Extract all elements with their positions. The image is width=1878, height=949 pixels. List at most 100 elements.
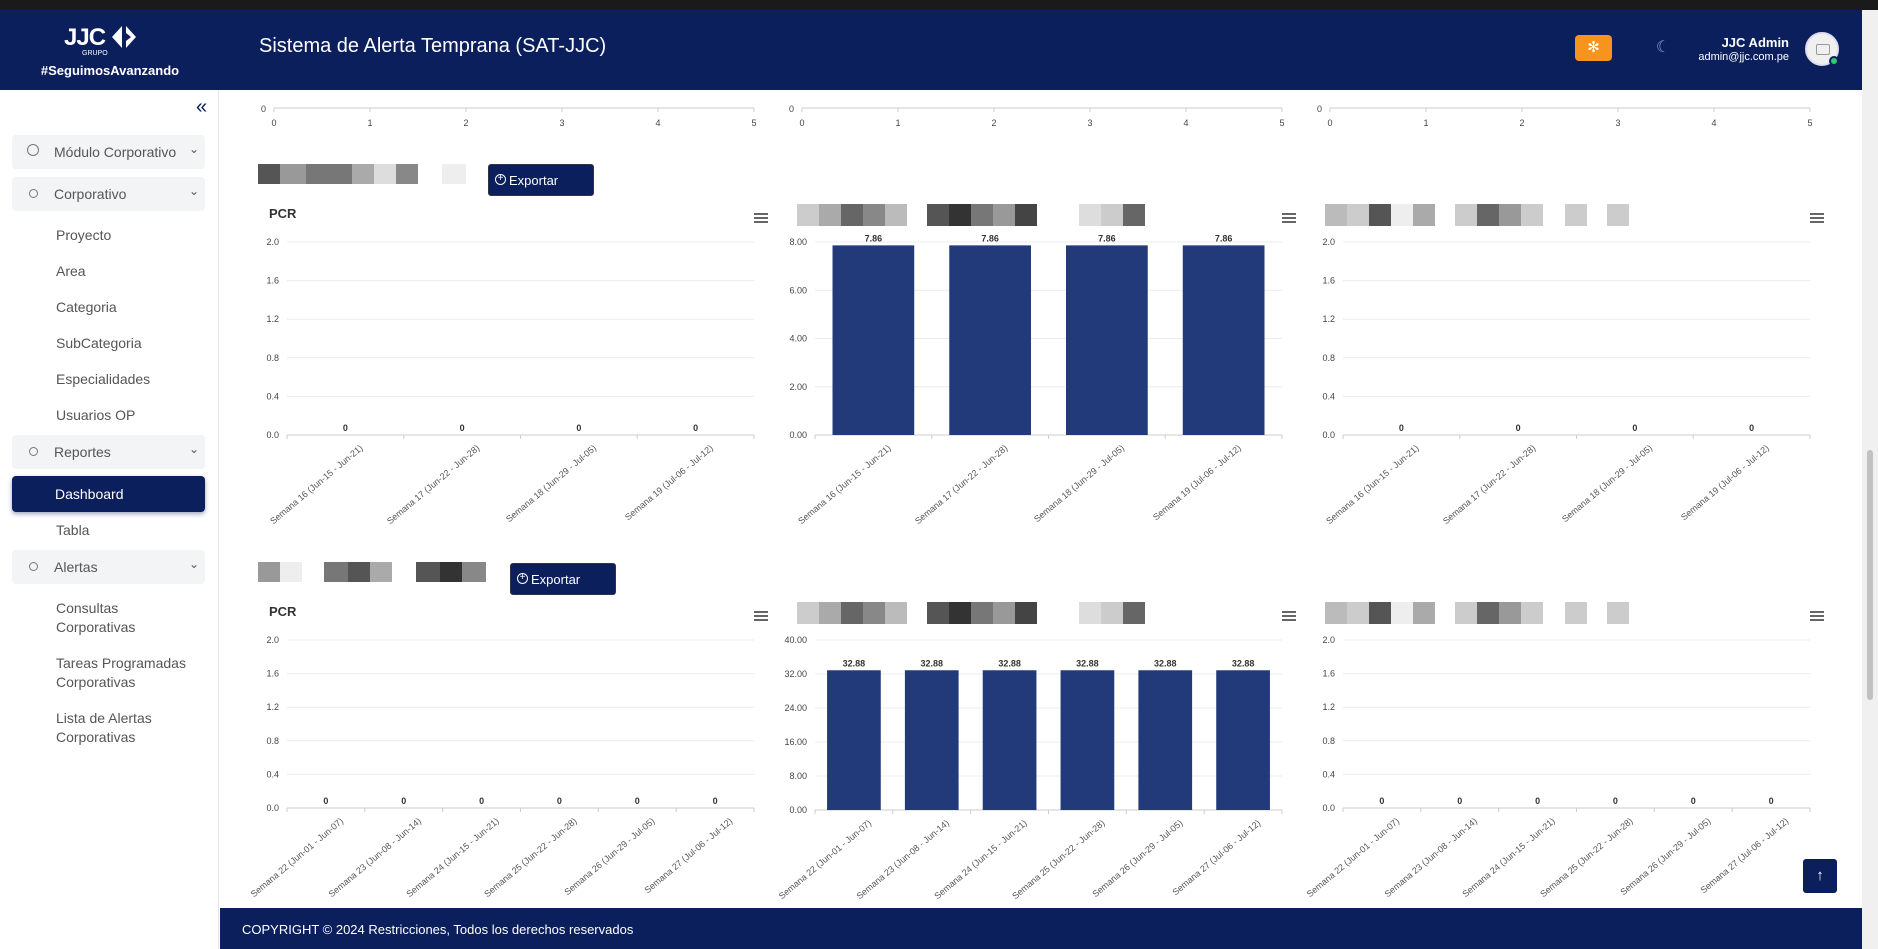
circle-icon: [29, 189, 38, 198]
redacted-title-block: [863, 204, 885, 226]
bar-chart: PCR 0.0 0.4 0.8 1.2 1.6 2.0 0 Semana 16 (Jun-15 …: [266, 206, 768, 526]
chart-title: PCR: [269, 206, 297, 221]
sidebar-item-tareas-programadas[interactable]: Tareas Programadas Corporativas: [56, 655, 186, 690]
x-tick-label: Semana 26 (Jun-29 - Jul-05): [1090, 818, 1184, 899]
redacted-title-block: [1123, 204, 1145, 226]
y-tick-label: 24.00: [784, 703, 807, 713]
sidebar-item-usuarios-op[interactable]: Usuarios OP: [56, 407, 136, 423]
target-icon: [27, 144, 39, 156]
sidebar-item-especialidades[interactable]: Especialidades: [56, 371, 151, 387]
redacted-title-block: [1521, 602, 1543, 624]
data-label: 0: [401, 796, 406, 806]
bar: [827, 670, 881, 810]
scroll-to-top-button[interactable]: ↑: [1803, 859, 1837, 893]
menu-icon: [1282, 217, 1296, 219]
data-label: 32.88: [1076, 658, 1099, 668]
menu-icon: [1282, 611, 1296, 613]
y-tick-label: 8.00: [789, 771, 807, 781]
x-tick-label: Semana 19 (Jul-06 - Jul-12): [1679, 443, 1771, 522]
sidebar-item-proyecto[interactable]: Proyecto: [56, 227, 112, 243]
data-label: 0: [479, 796, 484, 806]
redacted-title-block: [1037, 602, 1059, 624]
avatar[interactable]: [1805, 32, 1839, 66]
export-button[interactable]: + Exportar: [510, 563, 616, 595]
bar: [949, 245, 1031, 435]
data-label: 0: [343, 423, 348, 433]
y-tick-label: 1.2: [1322, 702, 1335, 712]
x-tick-label: 4: [1183, 118, 1188, 128]
redacted-title-block: [1477, 204, 1499, 226]
x-tick-label: 0: [271, 118, 276, 128]
gear-icon: ✻: [1587, 39, 1600, 56]
y-tick-label: 0: [1317, 104, 1322, 114]
bar: [1060, 670, 1115, 810]
x-tick-label: Semana 16 (Jun-15 - Jun-21): [796, 443, 892, 526]
redacted-title-block: [1391, 602, 1413, 624]
chart-panel: 0.0 0.4 0.8 1.2 1.6 2.0 0 Semana 22 (Jun-01 - J…: [1298, 598, 1828, 908]
redacted-title-block: [841, 204, 863, 226]
menu-icon: [1282, 213, 1296, 215]
redacted-title-block: [1015, 204, 1037, 226]
sidebar-item-consultas-corporativas[interactable]: Consultas Corporativas: [56, 600, 136, 635]
y-tick-label: 0.0: [266, 430, 279, 440]
data-label: 0: [460, 423, 465, 433]
x-tick-label: Semana 25 (Jun-22 - Jun-28): [1010, 818, 1106, 901]
double-chevron-left-icon[interactable]: «: [196, 96, 208, 118]
data-label: 0: [1379, 796, 1384, 806]
bar: [832, 245, 915, 435]
sidebar-item-categoria[interactable]: Categoria: [56, 299, 117, 315]
x-tick-label: Semana 17 (Jun-22 - Jun-28): [913, 443, 1009, 526]
y-tick-label: 0: [789, 104, 794, 114]
export-button[interactable]: + Exportar: [488, 164, 594, 196]
redacted-title-block: [1543, 204, 1565, 226]
sidebar-group-reportes[interactable]: Reportes ⌄: [12, 435, 205, 469]
data-label: 32.88: [1154, 658, 1177, 668]
x-tick-label: Semana 23 (Jun-08 - Jun-14): [327, 816, 423, 899]
logo-mark: JJC: [64, 24, 106, 51]
chevron-down-icon: ⌄: [188, 142, 199, 156]
x-tick-label: Semana 17 (Jun-22 - Jun-28): [1441, 443, 1537, 526]
menu-icon: [754, 213, 768, 215]
y-tick-label: 1.6: [1322, 276, 1335, 286]
redacted-title-block: [797, 602, 819, 624]
sidebar-item-subcategoria[interactable]: SubCategoria: [56, 335, 142, 351]
x-tick-label: 4: [1711, 118, 1716, 128]
y-tick-label: 40.00: [784, 635, 807, 645]
sidebar-item-area[interactable]: Area: [56, 263, 86, 279]
chevron-down-icon: ⌄: [188, 442, 199, 456]
x-tick-label: Semana 26 (Jun-29 - Jul-05): [562, 816, 656, 897]
menu-icon: [1810, 217, 1824, 219]
data-label: 0: [635, 796, 640, 806]
user-email: admin@jjc.com.pe: [1698, 51, 1789, 63]
logo[interactable]: JJC GRUPO #SeguimosAvanzando: [0, 10, 220, 90]
sidebar-group-label: Alertas: [54, 559, 98, 575]
redacted-title-block: [885, 602, 907, 624]
y-tick-label: 2.0: [266, 635, 279, 645]
y-tick-label: 8.00: [789, 237, 807, 247]
moon-icon[interactable]: ☾: [1655, 39, 1671, 56]
y-tick-label: 0.8: [266, 353, 279, 363]
x-tick-label: 1: [1423, 118, 1428, 128]
online-status-dot: [1829, 56, 1839, 66]
y-tick-label: 2.00: [789, 382, 807, 392]
settings-button[interactable]: ✻: [1575, 35, 1612, 61]
menu-icon: [1810, 213, 1824, 215]
redacted-title-block: [1413, 204, 1435, 226]
sidebar-item-tabla[interactable]: Tabla: [56, 522, 90, 538]
x-tick-label: 2: [463, 118, 468, 128]
scrollbar[interactable]: [1862, 10, 1878, 949]
sidebar-item-lista-alertas[interactable]: Lista de Alertas Corporativas: [56, 710, 152, 745]
redacted-title-block: [1325, 204, 1347, 226]
redacted-title-block: [927, 204, 949, 226]
main-content: 0 0 1 2 3 4 5 0 0 1 2 3 4 5 0 0 1 2 3 4 5 + Exportar PCR 0.…: [242, 90, 1824, 908]
scrollbar-thumb[interactable]: [1867, 450, 1873, 700]
sidebar-group-modulo-corporativo[interactable]: Módulo Corporativo ⌄: [12, 135, 205, 169]
y-tick-label: 0.0: [1322, 430, 1335, 440]
y-tick-label: 0.8: [1322, 736, 1335, 746]
y-tick-label: 2.0: [1322, 635, 1335, 645]
sidebar-group-alertas[interactable]: Alertas ⌄: [12, 550, 205, 584]
y-tick-label: 1.6: [266, 669, 279, 679]
sidebar-item-dashboard[interactable]: Dashboard: [12, 476, 205, 512]
sidebar-group-corporativo[interactable]: Corporativo ⌄: [12, 177, 205, 211]
